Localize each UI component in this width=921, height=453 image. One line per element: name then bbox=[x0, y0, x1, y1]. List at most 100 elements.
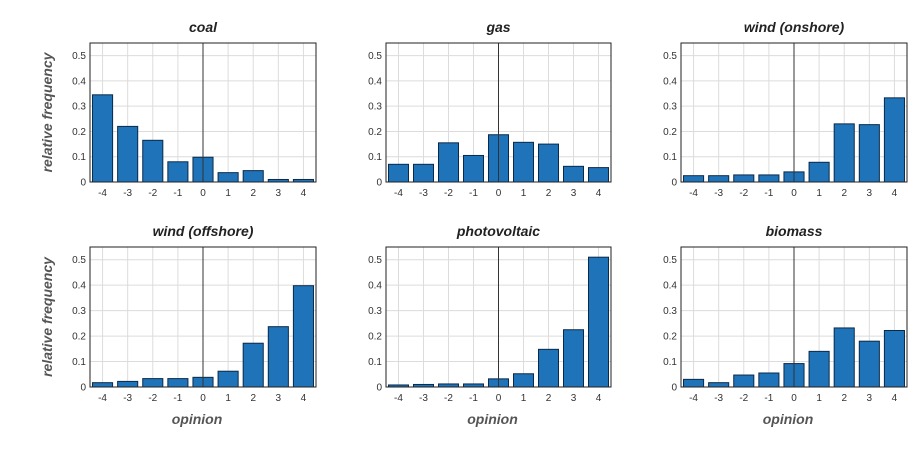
y-tick-label: 0.3 bbox=[663, 306, 677, 317]
y-tick-label: 0.3 bbox=[72, 102, 86, 113]
bar-1 bbox=[217, 370, 239, 388]
x-axis-label: opinion bbox=[763, 411, 814, 427]
bar--1 bbox=[758, 174, 780, 183]
x-tick-label: 1 bbox=[816, 188, 822, 199]
bar-4 bbox=[883, 329, 905, 388]
bar-4 bbox=[588, 256, 609, 388]
bar--4 bbox=[388, 163, 409, 183]
x-tick-label: -2 bbox=[444, 188, 453, 199]
bar-4 bbox=[588, 167, 609, 183]
y-tick-label: 0.3 bbox=[368, 306, 382, 317]
x-tick-label: -3 bbox=[123, 393, 132, 404]
y-tick-label: 0.2 bbox=[663, 332, 677, 343]
y-axis-label: relative frequency bbox=[39, 256, 55, 377]
x-tick-label: 4 bbox=[596, 188, 602, 199]
y-tick-label: 0.2 bbox=[368, 332, 382, 343]
bar--3 bbox=[708, 175, 730, 183]
x-tick-label: 1 bbox=[816, 393, 822, 404]
x-tick-label: 0 bbox=[791, 393, 797, 404]
y-tick-label: 0.5 bbox=[663, 255, 677, 266]
y-tick-label: 0.2 bbox=[72, 332, 86, 343]
bar-3 bbox=[858, 124, 880, 183]
bar-2 bbox=[833, 327, 855, 388]
bar--3 bbox=[117, 125, 139, 183]
bar--1 bbox=[167, 161, 189, 183]
x-tick-label: 4 bbox=[892, 393, 898, 404]
x-tick-label: 1 bbox=[225, 188, 231, 199]
bar-1 bbox=[217, 172, 239, 183]
x-tick-label: 4 bbox=[301, 188, 307, 199]
bar-2 bbox=[242, 342, 264, 388]
bar--3 bbox=[708, 382, 730, 388]
y-tick-label: 0 bbox=[80, 178, 86, 189]
x-tick-label: 3 bbox=[867, 188, 873, 199]
bar-4 bbox=[883, 97, 905, 183]
bar-1 bbox=[513, 373, 534, 388]
x-tick-label: -3 bbox=[123, 188, 132, 199]
x-axis-label: opinion bbox=[172, 411, 223, 427]
chart-panel-1: 0 0.1 0.2 0.3 0.4 0.5 -4 -3 -2 -1 0 1 2 3 4 gas bbox=[368, 19, 612, 199]
x-tick-label: 2 bbox=[250, 393, 256, 404]
y-tick-label: 0 bbox=[671, 383, 677, 394]
chart-panel-5: 0 0.1 0.2 0.3 0.4 0.5 -4 -3 -2 -1 0 1 2 3 4 biomass opin… bbox=[663, 223, 908, 427]
chart-panel-4: 0 0.1 0.2 0.3 0.4 0.5 -4 -3 -2 -1 0 1 2 3 4 photovoltai… bbox=[368, 223, 612, 427]
x-tick-label: -2 bbox=[148, 188, 157, 199]
y-tick-label: 0.4 bbox=[368, 76, 382, 87]
x-tick-label: -4 bbox=[394, 393, 403, 404]
chart-panel-2: 0 0.1 0.2 0.3 0.4 0.5 -4 -3 -2 -1 0 1 2 3 4 wind (onsho… bbox=[663, 19, 908, 199]
x-tick-label: -4 bbox=[98, 393, 107, 404]
y-tick-label: 0.1 bbox=[663, 152, 677, 163]
axes-frame bbox=[385, 42, 612, 183]
chart-panel-0: 0 0.1 0.2 0.3 0.4 0.5 -4 -3 -2 -1 0 1 2 3 4 coal relativ… bbox=[39, 19, 317, 199]
x-tick-label: -1 bbox=[173, 188, 182, 199]
bar-1 bbox=[808, 350, 830, 388]
y-tick-label: 0.1 bbox=[72, 152, 86, 163]
bar--1 bbox=[167, 378, 189, 388]
y-tick-label: 0.5 bbox=[72, 51, 86, 62]
y-tick-label: 0.2 bbox=[368, 127, 382, 138]
y-tick-label: 0.4 bbox=[663, 281, 677, 292]
chart-title: photovoltaic bbox=[456, 223, 540, 239]
x-tick-label: 3 bbox=[571, 393, 577, 404]
y-tick-label: 0.4 bbox=[72, 281, 86, 292]
y-tick-label: 0 bbox=[376, 178, 382, 189]
chart-title: biomass bbox=[766, 223, 823, 239]
y-tick-label: 0.5 bbox=[663, 51, 677, 62]
x-tick-label: -1 bbox=[764, 393, 773, 404]
x-tick-label: -2 bbox=[444, 393, 453, 404]
x-tick-label: 4 bbox=[301, 393, 307, 404]
bar-2 bbox=[242, 170, 264, 183]
axes-frame bbox=[680, 42, 908, 183]
x-tick-label: -4 bbox=[394, 188, 403, 199]
bar--3 bbox=[413, 163, 434, 183]
x-tick-label: -2 bbox=[148, 393, 157, 404]
bar--2 bbox=[438, 142, 459, 183]
x-tick-label: 0 bbox=[791, 188, 797, 199]
bar--2 bbox=[733, 374, 755, 388]
chart-panel-3: 0 0.1 0.2 0.3 0.4 0.5 -4 -3 -2 -1 0 1 2 3 4 wind (offsh… bbox=[39, 223, 317, 427]
x-tick-label: 2 bbox=[841, 393, 847, 404]
axes-frame bbox=[385, 246, 612, 388]
chart-title: coal bbox=[189, 19, 218, 35]
x-tick-label: 3 bbox=[276, 188, 282, 199]
x-tick-label: -2 bbox=[739, 188, 748, 199]
x-tick-label: 4 bbox=[892, 188, 898, 199]
chart-title: wind (offshore) bbox=[153, 223, 254, 239]
y-tick-label: 0.1 bbox=[368, 357, 382, 368]
bar-2 bbox=[538, 348, 559, 388]
y-tick-label: 0.1 bbox=[368, 152, 382, 163]
y-tick-label: 0.5 bbox=[72, 255, 86, 266]
x-axis-label: opinion bbox=[467, 411, 518, 427]
x-tick-label: -1 bbox=[173, 393, 182, 404]
bar-3 bbox=[858, 340, 880, 388]
bar-1 bbox=[513, 141, 534, 183]
x-tick-label: 0 bbox=[496, 188, 502, 199]
x-tick-label: -4 bbox=[689, 188, 698, 199]
x-tick-label: 0 bbox=[200, 393, 206, 404]
x-tick-label: -1 bbox=[469, 393, 478, 404]
bar--4 bbox=[92, 382, 114, 388]
x-tick-label: 3 bbox=[867, 393, 873, 404]
y-tick-label: 0.2 bbox=[72, 127, 86, 138]
chart-title: gas bbox=[485, 19, 510, 35]
